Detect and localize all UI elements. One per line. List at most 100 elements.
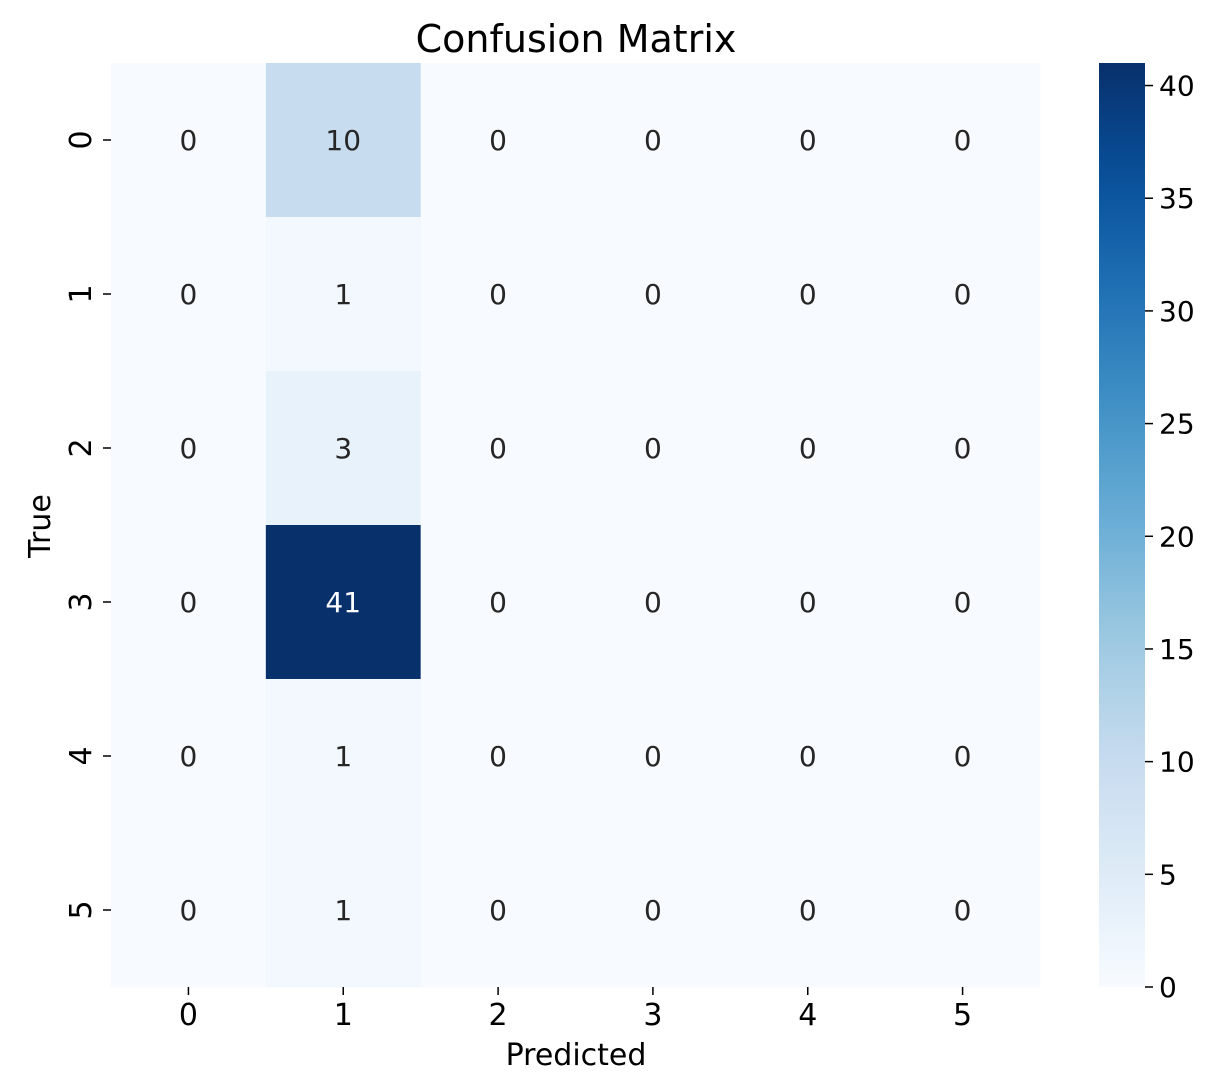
cell-value-label: 0 bbox=[644, 894, 662, 927]
heatmap-cell bbox=[420, 525, 576, 680]
heatmap-cell bbox=[575, 525, 731, 680]
cell-value-label: 0 bbox=[180, 740, 198, 773]
x-tick-label: 4 bbox=[798, 998, 817, 1033]
cell-value-label: 10 bbox=[325, 124, 361, 157]
colorbar-tick-label: 0 bbox=[1159, 971, 1177, 1004]
colorbar-tick-label: 15 bbox=[1159, 633, 1195, 666]
heatmap-cell bbox=[265, 525, 422, 680]
heatmap-cell bbox=[885, 525, 1041, 680]
heatmap-cell bbox=[111, 217, 267, 372]
x-tick-label: 0 bbox=[179, 998, 198, 1033]
cell-value-label: 0 bbox=[489, 894, 507, 927]
y-tick-label: 0 bbox=[64, 130, 99, 149]
heatmap-cell bbox=[420, 63, 576, 218]
heatmap-cell bbox=[730, 525, 886, 680]
y-tick-label: 1 bbox=[64, 284, 99, 303]
cell-value-label: 1 bbox=[334, 894, 352, 927]
colorbar-scale bbox=[1099, 63, 1145, 987]
chart-title: Confusion Matrix bbox=[416, 17, 737, 61]
colorbar-tick-label: 20 bbox=[1159, 520, 1195, 553]
cell-value-label: 0 bbox=[954, 124, 972, 157]
y-axis-label: True bbox=[23, 494, 58, 559]
colorbar-tick-label: 30 bbox=[1159, 295, 1195, 328]
cell-value-label: 0 bbox=[489, 124, 507, 157]
heatmap-cell bbox=[885, 371, 1041, 526]
cell-value-label: 0 bbox=[799, 432, 817, 465]
cell-value-label: 1 bbox=[334, 278, 352, 311]
cell-value-label: 0 bbox=[489, 740, 507, 773]
cell-value-label: 1 bbox=[334, 740, 352, 773]
heatmap-cell bbox=[420, 833, 576, 988]
heatmap-cell bbox=[111, 833, 267, 988]
cell-value-label: 41 bbox=[325, 586, 361, 619]
heatmap-cell bbox=[265, 217, 422, 372]
heatmap-cell bbox=[265, 63, 422, 218]
cell-value-label: 0 bbox=[180, 586, 198, 619]
heatmap-cell bbox=[575, 63, 731, 218]
heatmap-cell bbox=[730, 63, 886, 218]
heatmap-cell bbox=[575, 833, 731, 988]
heatmap-cell bbox=[265, 371, 422, 526]
cell-value-label: 0 bbox=[180, 894, 198, 927]
heatmap-cell bbox=[265, 833, 422, 988]
cell-value-label: 0 bbox=[644, 740, 662, 773]
heatmap-cell bbox=[575, 217, 731, 372]
heatmap-cell bbox=[420, 371, 576, 526]
y-tick-label: 2 bbox=[64, 438, 99, 457]
cell-value-label: 0 bbox=[489, 586, 507, 619]
x-tick-label: 3 bbox=[643, 998, 662, 1033]
colorbar-tick-label: 25 bbox=[1159, 408, 1195, 441]
x-axis: 0 1 2 3 4 5 bbox=[179, 987, 972, 1033]
heatmap-cell bbox=[111, 63, 267, 218]
cell-value-label: 0 bbox=[799, 586, 817, 619]
x-axis-label: Predicted bbox=[506, 1038, 647, 1073]
cell-value-label: 0 bbox=[954, 740, 972, 773]
cell-value-label: 0 bbox=[644, 278, 662, 311]
cell-value-label: 3 bbox=[334, 432, 352, 465]
colorbar-tick-label: 35 bbox=[1159, 182, 1195, 215]
heatmap-cells bbox=[111, 63, 1041, 988]
cell-value-label: 0 bbox=[489, 432, 507, 465]
colorbar-tick-label: 10 bbox=[1159, 746, 1195, 779]
heatmap-cell bbox=[730, 217, 886, 372]
cell-value-label: 0 bbox=[180, 432, 198, 465]
heatmap-annotations: 0 10 0 0 0 00 1 0 0 0 00 3 0 0 0 00 41 0 0 0 00 1 0 0 0 00 1 0 0 0 0 bbox=[180, 124, 972, 927]
cell-value-label: 0 bbox=[954, 278, 972, 311]
cell-value-label: 0 bbox=[799, 740, 817, 773]
heatmap-cell bbox=[111, 525, 267, 680]
y-tick-label: 3 bbox=[64, 592, 99, 611]
cell-value-label: 0 bbox=[954, 894, 972, 927]
y-axis: 0 1 2 3 4 5 bbox=[64, 130, 111, 920]
colorbar-tick-label: 40 bbox=[1159, 70, 1195, 103]
cell-value-label: 0 bbox=[489, 278, 507, 311]
x-tick-label: 2 bbox=[489, 998, 508, 1033]
y-tick-label: 4 bbox=[64, 746, 99, 765]
heatmap-cell bbox=[575, 679, 731, 834]
heatmap-cell bbox=[575, 371, 731, 526]
cell-value-label: 0 bbox=[644, 432, 662, 465]
heatmap-cell bbox=[885, 63, 1041, 218]
cell-value-label: 0 bbox=[799, 278, 817, 311]
y-tick-label: 5 bbox=[64, 900, 99, 919]
cell-value-label: 0 bbox=[644, 586, 662, 619]
x-tick-label: 1 bbox=[334, 998, 353, 1033]
colorbar-tick-label: 5 bbox=[1159, 858, 1177, 891]
heatmap-cell bbox=[111, 679, 267, 834]
colorbar: 0 5 10 15 20 25 30 35 40 bbox=[1099, 63, 1195, 1004]
x-tick-label: 5 bbox=[953, 998, 972, 1033]
heatmap-cell bbox=[730, 679, 886, 834]
cell-value-label: 0 bbox=[644, 124, 662, 157]
heatmap-cell bbox=[265, 679, 422, 834]
heatmap-cell bbox=[420, 217, 576, 372]
heatmap-cell bbox=[885, 217, 1041, 372]
cell-value-label: 0 bbox=[954, 586, 972, 619]
heatmap-cell bbox=[730, 371, 886, 526]
heatmap-cell bbox=[111, 371, 267, 526]
cell-value-label: 0 bbox=[954, 432, 972, 465]
cell-value-label: 0 bbox=[799, 124, 817, 157]
cell-value-label: 0 bbox=[799, 894, 817, 927]
cell-value-label: 0 bbox=[180, 278, 198, 311]
heatmap-cell bbox=[885, 679, 1041, 834]
